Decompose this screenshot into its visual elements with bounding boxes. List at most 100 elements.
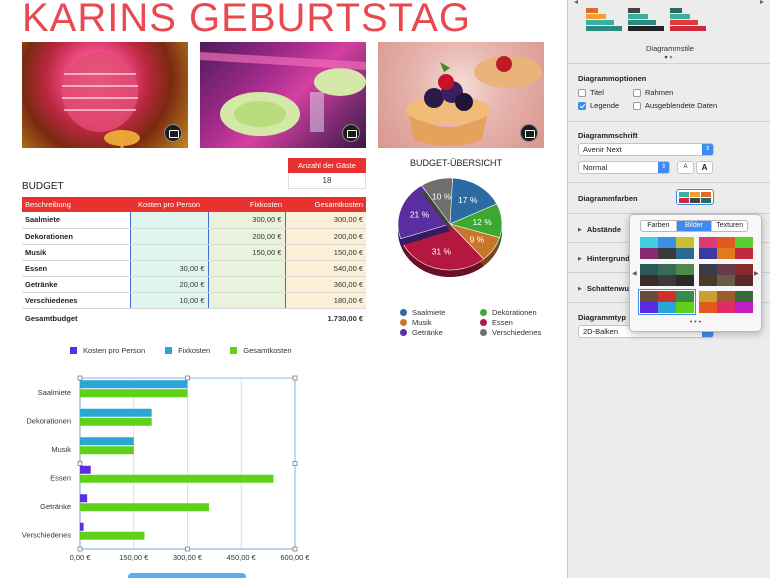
table-cell[interactable]: 200,00 € (285, 228, 366, 245)
bar-gesamtkosten[interactable] (80, 417, 152, 426)
resize-handle[interactable] (185, 375, 190, 381)
spacing-disclosure[interactable]: Abstände (578, 225, 621, 234)
table-cell[interactable] (129, 212, 209, 229)
tab-colors[interactable]: Farben (641, 221, 677, 231)
tab-images[interactable]: Bilder (676, 221, 713, 231)
shadow-disclosure[interactable]: Schattenwur (578, 284, 632, 293)
chart-colors-popover[interactable]: Farben Bilder Texturen ◀ ▶ • • • (629, 214, 762, 332)
table-cell[interactable] (207, 292, 286, 309)
prev-page-icon[interactable]: ◀ (632, 271, 637, 277)
guests-value[interactable]: 18 (288, 173, 366, 189)
table-cell[interactable]: Musik (22, 244, 130, 261)
table-row[interactable]: Getränke 20,00 € 360,00 € (22, 276, 366, 293)
header-cell[interactable]: Beschreibung (22, 197, 130, 212)
table-cell[interactable]: 360,00 € (285, 276, 366, 293)
color-swatch[interactable] (699, 291, 753, 313)
table-cell[interactable] (207, 260, 286, 277)
color-swatch[interactable] (699, 264, 753, 286)
pie-chart-title[interactable]: BUDGET-ÜBERSICHT (409, 158, 502, 168)
font-family-popup[interactable]: Avenir Next ⇕ (578, 143, 714, 156)
resize-handle[interactable] (292, 546, 298, 552)
resize-handle[interactable] (77, 461, 83, 466)
font-larger-button[interactable]: A (696, 161, 713, 174)
pie-legend-item[interactable]: Getränke (400, 327, 480, 337)
bar-gesamtkosten[interactable] (80, 474, 274, 483)
guests-table[interactable]: Anzahl der Gäste 18 (288, 158, 366, 189)
pie-chart[interactable]: 17 % 12 % 9 % 31 % 21 %10 % (395, 172, 507, 280)
legend-checkbox[interactable]: Legende (578, 101, 619, 110)
bar-kosten-pro-person[interactable] (80, 465, 91, 474)
header-cell[interactable]: Kosten pro Person (130, 197, 208, 212)
table-cell[interactable]: Verschiedenes (22, 292, 130, 309)
bar-chart[interactable]: 0,00 € 150,00 € 300,00 € 450,00 € 600,00 € Sa… (0, 370, 330, 570)
media-icon[interactable] (520, 124, 538, 142)
chart-style-thumbnails[interactable]: Diagrammstile (568, 0, 770, 62)
resize-handle[interactable] (77, 375, 83, 381)
resize-handle[interactable] (292, 375, 298, 381)
bar-gesamtkosten[interactable] (80, 531, 145, 540)
total-row[interactable]: Gesamtbudget 1.730,00 € (22, 308, 366, 324)
table-cell[interactable] (207, 276, 286, 293)
table-cell[interactable]: Saalmiete (22, 212, 130, 229)
resize-handle[interactable] (292, 461, 298, 466)
table-cell[interactable]: Essen (22, 260, 130, 277)
pie-legend[interactable]: Saalmiete Dekorationen Musik Essen Getränke V… (400, 307, 560, 337)
table-cell[interactable] (129, 228, 209, 245)
bar-legend-item[interactable]: Gesamtkosten (230, 346, 292, 355)
table-cell[interactable]: 10,00 € (129, 292, 209, 309)
bar-kosten-pro-person[interactable] (80, 522, 84, 531)
add-button[interactable] (128, 573, 246, 578)
color-tabs[interactable]: Farben Bilder Texturen (640, 220, 748, 232)
table-row[interactable]: Verschiedenes 10,00 € 180,00 € (22, 292, 366, 309)
table-row[interactable]: Musik 150,00 €150,00 € (22, 244, 366, 261)
table-cell[interactable] (130, 308, 208, 324)
table-row[interactable]: Saalmiete 300,00 €300,00 € (22, 212, 366, 229)
table-row[interactable]: Dekorationen 200,00 €200,00 € (22, 228, 366, 245)
pie-legend-item[interactable]: Essen (480, 317, 560, 327)
table-cell[interactable]: 200,00 € (207, 228, 286, 245)
photo-tartlets[interactable] (378, 42, 544, 148)
budget-title[interactable]: BUDGET (22, 181, 64, 192)
chart-colors-button[interactable] (676, 189, 714, 205)
table-cell[interactable]: 540,00 € (285, 260, 366, 277)
photo-lantern[interactable] (22, 42, 188, 148)
color-swatch[interactable] (640, 237, 694, 259)
pie-slice-verschiedenes[interactable] (421, 177, 453, 225)
media-icon[interactable] (164, 124, 182, 142)
table-cell[interactable] (208, 308, 285, 324)
tab-textures[interactable]: Texturen (716, 222, 744, 229)
table-cell[interactable]: Getränke (22, 276, 130, 293)
table-cell[interactable]: 300,00 € (207, 212, 286, 229)
pie-legend-item[interactable]: Saalmiete (400, 307, 480, 317)
pie-slice-saalmiete[interactable] (449, 177, 498, 225)
pie-legend-item[interactable]: Dekorationen (480, 307, 560, 317)
table-cell[interactable]: 20,00 € (129, 276, 209, 293)
pie-slice-getränke[interactable] (397, 185, 451, 240)
bar-gesamtkosten[interactable] (80, 503, 209, 512)
bar-legend-item[interactable]: Kosten pro Person (70, 346, 145, 355)
document-title[interactable]: KARINS GEBURTSTAG (22, 0, 471, 40)
pie-legend-item[interactable]: Musik (400, 317, 480, 327)
font-style-popup[interactable]: Normal ⇕ (578, 161, 670, 174)
background-disclosure[interactable]: Hintergrund- (578, 254, 632, 263)
bar-legend-item[interactable]: Fixkosten (165, 346, 210, 355)
bar-gesamtkosten[interactable] (80, 389, 188, 398)
header-cell[interactable]: Gesamtkosten (285, 197, 366, 212)
font-smaller-button[interactable]: A (677, 161, 694, 174)
table-cell[interactable]: 150,00 € (207, 244, 286, 261)
bar-gesamtkosten[interactable] (80, 446, 134, 455)
pie-legend-item[interactable]: Verschiedenes (480, 327, 560, 337)
table-cell[interactable]: 30,00 € (129, 260, 209, 277)
title-checkbox[interactable]: Titel (578, 88, 604, 97)
total-value[interactable]: 1.730,00 € (285, 308, 366, 324)
next-page-icon[interactable]: ▶ (754, 271, 759, 277)
color-swatch[interactable] (638, 289, 696, 315)
budget-table[interactable]: Beschreibung Kosten pro Person Fixkosten… (22, 197, 366, 324)
document-canvas[interactable]: KARINS GEBURTSTAG (0, 0, 567, 578)
bar-legend[interactable]: Kosten pro Person Fixkosten Gesamtkosten (70, 346, 312, 355)
table-row[interactable]: Essen 30,00 € 540,00 € (22, 260, 366, 277)
media-icon[interactable] (342, 124, 360, 142)
table-cell[interactable]: Dekorationen (22, 228, 130, 245)
bar-kosten-pro-person[interactable] (80, 494, 88, 503)
bar-fixkosten[interactable] (80, 380, 188, 389)
